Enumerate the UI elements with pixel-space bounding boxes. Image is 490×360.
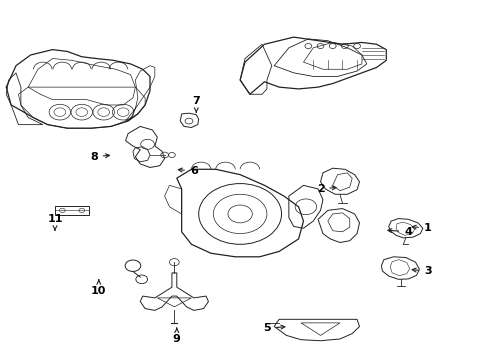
Text: 4: 4 — [388, 227, 412, 237]
Text: 7: 7 — [193, 96, 200, 112]
Text: 10: 10 — [91, 280, 106, 296]
Text: 5: 5 — [263, 323, 285, 333]
Text: 3: 3 — [412, 266, 432, 276]
Text: 6: 6 — [178, 166, 198, 176]
Text: 9: 9 — [173, 328, 181, 344]
Text: 2: 2 — [317, 184, 336, 194]
Text: 1: 1 — [412, 223, 432, 233]
Text: 11: 11 — [47, 214, 63, 230]
Text: 8: 8 — [90, 152, 109, 162]
